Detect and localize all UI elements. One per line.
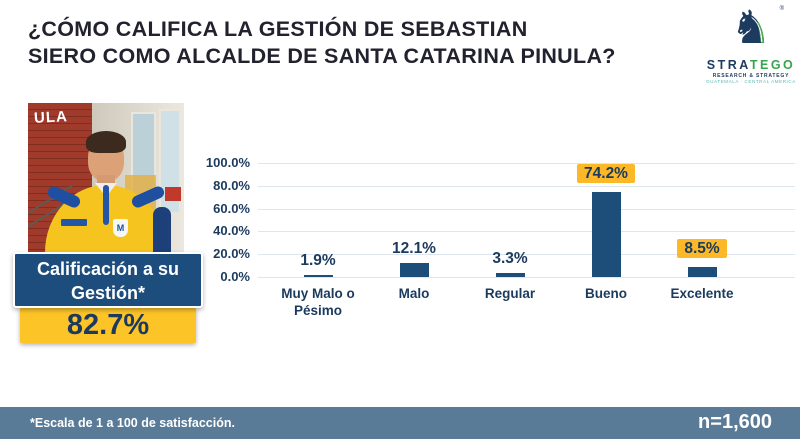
storefront-sign — [165, 187, 181, 201]
bar-bueno — [591, 192, 621, 277]
footnote: *Escala de 1 a 100 de satisfacción. — [30, 416, 235, 430]
y-axis-tick: 20.0% — [213, 246, 250, 262]
category-label: Bueno — [585, 286, 627, 301]
knight-logo-icon: ♞ ♞ ® — [706, 2, 796, 56]
mayor-hair — [86, 131, 126, 153]
gridline — [258, 208, 795, 210]
brand-tagline-1: RESEARCH & STRATEGY — [712, 73, 790, 79]
knight-icon: ♞ — [730, 1, 772, 53]
bar-regular — [495, 273, 525, 277]
municipal-crest-icon: M — [113, 219, 128, 237]
brand-name-primary: STRA — [706, 58, 750, 72]
page-title: ¿CÓMO CALIFICA LA GESTIÓN DE SEBASTIAN S… — [28, 16, 678, 70]
score-label: Calificación a su Gestión* — [13, 252, 203, 308]
jacket-name-label — [61, 219, 87, 226]
page-title-line2: SIERO COMO ALCALDE DE SANTA CATARINA PIN… — [28, 44, 616, 68]
gridline — [258, 231, 795, 233]
stratego-logo: ♞ ♞ ® STRATEGO RESEARCH & STRATEGY GUATE… — [706, 2, 796, 86]
highlighted-value: 8.5% — [677, 239, 727, 259]
gridline — [258, 277, 795, 278]
y-axis-tick: 80.0% — [213, 177, 250, 193]
sample-size: n=1,600 — [698, 411, 772, 433]
highlighted-value: 74.2% — [577, 164, 635, 184]
footer-bar: *Escala de 1 a 100 de satisfacción. n=1,… — [0, 407, 800, 439]
y-axis-tick: 0.0% — [220, 269, 250, 284]
score-value: 82.7% — [20, 307, 196, 343]
mayor-photo: ULA M — [28, 103, 184, 253]
bar-value-label: 12.1% — [392, 240, 436, 258]
category-label: Excelente — [670, 286, 734, 301]
brand-name: STRATEGO — [706, 58, 796, 72]
jacket-zipper — [103, 185, 109, 225]
category-label: Regular — [484, 286, 536, 301]
bar-malo — [399, 263, 429, 277]
y-axis-tick: 40.0% — [213, 223, 250, 239]
score-label-line2: Gestión* — [70, 283, 145, 303]
mayor-head — [86, 131, 126, 181]
bar-excelente — [687, 267, 717, 277]
y-axis-tick: 100.0% — [205, 155, 250, 170]
bar-value-label: 74.2% — [546, 164, 666, 184]
gridline — [258, 254, 795, 256]
brand-name-secondary: TEGO — [749, 58, 796, 72]
y-axis-tick: 60.0% — [213, 200, 250, 216]
gridline — [258, 163, 795, 164]
score-label-line1: Calificación a su — [36, 259, 180, 279]
bar-value-label: 1.9% — [300, 251, 336, 269]
jacket-sleeve — [153, 207, 171, 253]
bar-muy-malo-o-p-simo — [303, 274, 333, 277]
category-label: Malo — [398, 286, 430, 301]
category-label: Muy Malo o Pésimo — [281, 286, 355, 318]
bar-value-label: 3.3% — [492, 250, 528, 268]
gridline — [258, 185, 795, 187]
bar-value-label: 8.5% — [642, 239, 762, 259]
page-title-line1: ¿CÓMO CALIFICA LA GESTIÓN DE SEBASTIAN — [28, 17, 528, 41]
mayor-jacket: M — [45, 183, 171, 253]
registered-mark: ® — [779, 6, 784, 12]
brand-tagline-2: GUATEMALA · CENTRAL AMERICA — [706, 79, 796, 84]
